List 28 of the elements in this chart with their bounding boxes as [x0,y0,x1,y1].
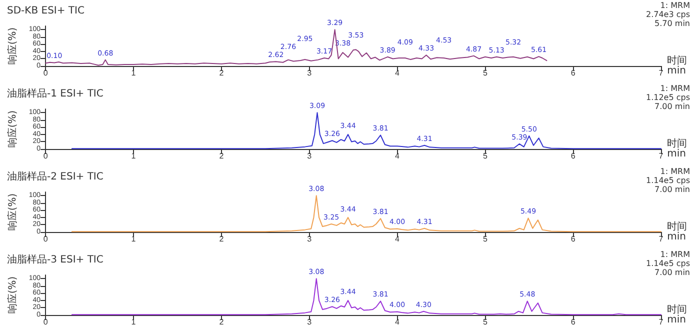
line-series [71,195,662,232]
x-axis-title: 时间 min [667,304,688,326]
text: 1.12e5 cps [646,93,690,102]
chart-title: 油脂样品-2 ESI+ TIC [7,170,104,182]
y-axis-title: 响应(%) [6,276,18,314]
text: 1: MRM [660,167,690,176]
line-series [71,278,662,316]
annotation: 7.00 min [654,102,690,111]
y-axis-title: 响应(%) [6,193,18,231]
chart-title: SD-KB ESI+ TIC [7,6,84,16]
text: 1: MRM [660,84,690,93]
text: 1: MRM [660,250,690,259]
x-axis-title: 时间 min [667,138,688,160]
chart-title: 油脂样品-3 ESI+ TIC [7,254,104,266]
text: 1.14e5 cps [646,176,690,185]
y-axis-title: 响应(%) [6,27,18,65]
text: 1: MRM [660,1,690,10]
text: 1.14e5 cps [646,259,690,268]
text: 2.74e3 cps [646,10,690,19]
x-axis-title: 时间 min [667,54,688,76]
x-axis-title: 时间 min [667,220,688,242]
line-series [45,29,548,66]
chart-title: 油脂样品-1 ESI+ TIC [7,88,104,100]
annotation: 7.00 min [654,268,690,277]
y-axis-title: 响应(%) [6,110,18,148]
annotation: 5.70 min [654,19,690,28]
annotation: 7.00 min [654,185,690,194]
line-series [71,112,662,150]
